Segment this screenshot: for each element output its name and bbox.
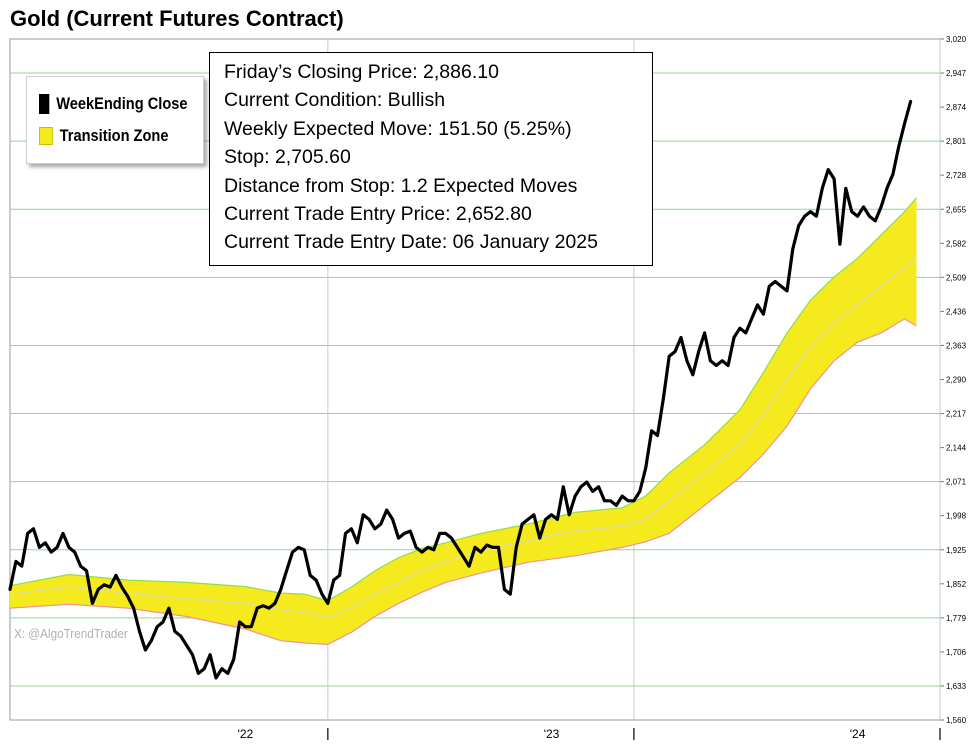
- legend-label-close: WeekEnding Close: [56, 94, 188, 113]
- x-tick-label: '23: [544, 727, 560, 741]
- y-tick-label: 1,852: [946, 580, 967, 589]
- y-tick-label: 2,728: [946, 171, 967, 180]
- info-entry-date: Current Trade Entry Date: 06 January 202…: [224, 231, 598, 254]
- legend: WeekEnding Close Transition Zone: [26, 76, 204, 164]
- y-tick-label: 2,144: [946, 444, 967, 453]
- info-expected-move: Weekly Expected Move: 151.50 (5.25%): [224, 117, 572, 140]
- info-entry-price: Current Trade Entry Price: 2,652.80: [224, 202, 532, 225]
- info-stop: Stop: 2,705.60: [224, 146, 351, 169]
- y-tick-label: 2,290: [946, 376, 967, 385]
- y-tick-label: 2,436: [946, 307, 967, 316]
- legend-item-close: WeekEnding Close: [39, 93, 188, 115]
- legend-swatch-close: [39, 94, 50, 114]
- series-line-week-ending-close: [8, 99, 913, 680]
- legend-label-zone: Transition Zone: [59, 126, 169, 145]
- y-tick-label: 3,020: [946, 35, 967, 44]
- transition-zone-lower-edge: [9, 318, 917, 646]
- info-closing-price: Friday’s Closing Price: 2,886.10: [224, 61, 499, 83]
- y-tick-label: 1,779: [946, 614, 967, 623]
- legend-swatch-zone: [39, 127, 53, 145]
- y-tick-label: 2,874: [946, 103, 967, 112]
- legend-item-zone: Transition Zone: [39, 125, 168, 147]
- y-tick-label: 2,509: [946, 273, 967, 282]
- x-tick-label: '24: [850, 727, 866, 741]
- y-tick-label: 2,363: [946, 341, 967, 350]
- y-tick-label: 2,801: [946, 137, 967, 146]
- page-title: Gold (Current Futures Contract): [10, 6, 344, 31]
- y-tick-label: 2,217: [946, 410, 967, 419]
- y-tick-label: 1,998: [946, 512, 967, 521]
- info-distance: Distance from Stop: 1.2 Expected Moves: [224, 174, 578, 197]
- y-tick-label: 2,947: [946, 69, 967, 78]
- x-tick-label: '22: [238, 727, 254, 741]
- watermark: X: @AlgoTrendTrader: [14, 626, 128, 641]
- y-tick-label: 1,925: [946, 546, 967, 555]
- y-tick-label: 2,071: [946, 478, 967, 487]
- y-tick-label: 1,560: [946, 716, 967, 725]
- y-tick-label: 1,706: [946, 648, 967, 657]
- y-tick-label: 1,633: [946, 682, 967, 691]
- info-box: Friday’s Closing Price: 2,886.10 Current…: [209, 52, 653, 266]
- transition-zone-upper-edge: [9, 197, 917, 602]
- info-condition: Current Condition: Bullish: [224, 89, 446, 112]
- y-tick-label: 2,582: [946, 239, 967, 248]
- y-tick-label: 2,655: [946, 205, 967, 214]
